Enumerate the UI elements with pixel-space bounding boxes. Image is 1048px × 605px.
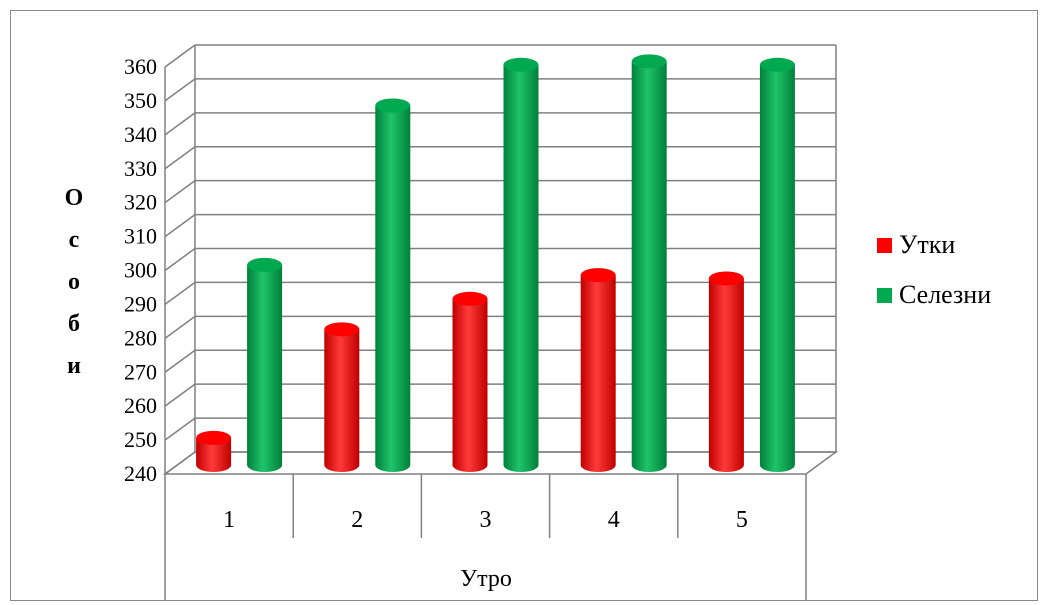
x-tick-label-1: 1 (223, 507, 235, 533)
legend-swatch-Утки (877, 238, 892, 253)
bar-body-Селезни-3 (503, 64, 539, 473)
side-gridline-340 (164, 112, 196, 136)
bar-Утки-3 (452, 291, 488, 472)
bar-body-Утки-5 (708, 278, 744, 472)
side-gridline-300 (164, 247, 196, 272)
bar-top-Селезни-4 (631, 54, 667, 69)
bar-Утки-5 (708, 271, 744, 472)
bar-Утки-1 (196, 430, 232, 472)
legend-label-Утки: Утки (899, 230, 955, 259)
bar-top-Утки-5 (708, 271, 744, 286)
bar-body-Утки-3 (452, 298, 488, 472)
side-gridline-260 (164, 383, 196, 407)
side-gridline-250 (164, 417, 196, 441)
bar-top-Утки-4 (580, 268, 616, 283)
y-tick-label-350: 350 (124, 88, 157, 113)
y-tick-label-300: 300 (124, 258, 157, 283)
chart-border (10, 10, 1038, 601)
y-tick-label-270: 270 (124, 359, 157, 384)
side-gridline-290 (164, 281, 196, 306)
y-axis-title-letter-0: О (65, 185, 84, 211)
x-tick-label-5: 5 (736, 507, 748, 533)
y-tick-label-360: 360 (124, 54, 157, 79)
bar-Утки-4 (580, 268, 616, 472)
bar-body-Селезни-5 (759, 64, 795, 473)
side-gridline-320 (164, 180, 196, 204)
bar-body-Утки-4 (580, 275, 616, 472)
bar-top-Утки-3 (452, 291, 488, 306)
bar-Селезни-3 (503, 57, 539, 473)
y-tick-label-340: 340 (124, 122, 157, 147)
bar-top-Селезни-1 (247, 257, 283, 272)
y-tick-label-310: 310 (124, 224, 157, 249)
chart-floor (162, 451, 839, 475)
y-tick-label-320: 320 (124, 190, 157, 215)
y-tick-label-290: 290 (124, 291, 157, 316)
bar-top-Селезни-3 (503, 57, 539, 72)
bar-Утки-2 (324, 322, 360, 472)
legend-label-Селезни: Селезни (899, 280, 991, 309)
bar-body-Селезни-4 (631, 61, 667, 473)
bar-Селезни-4 (631, 54, 667, 473)
y-tick-label-250: 250 (124, 427, 157, 452)
side-gridline-280 (164, 315, 196, 339)
x-tick-label-2: 2 (351, 507, 363, 533)
x-axis-title: Утро (460, 566, 512, 592)
side-gridline-270 (164, 349, 196, 373)
bar-body-Селезни-2 (375, 105, 411, 472)
legend-swatch-Селезни (877, 288, 892, 303)
y-tick-label-240: 240 (124, 461, 157, 486)
x-tick-label-4: 4 (608, 507, 620, 533)
bar-top-Селезни-2 (375, 98, 411, 113)
y-tick-label-280: 280 (124, 325, 157, 350)
bar-Селезни-1 (247, 257, 283, 472)
bar-top-Утки-2 (324, 322, 360, 337)
bar-top-Утки-1 (196, 430, 232, 445)
side-gridline-350 (164, 78, 196, 102)
bar-Селезни-2 (375, 98, 411, 472)
y-axis-title-letter-1: с (69, 227, 80, 253)
side-gridline-310 (164, 213, 196, 238)
y-axis-title-letter-3: б (68, 311, 80, 337)
y-axis-title-letter-4: и (67, 353, 81, 379)
bar-body-Селезни-1 (247, 264, 283, 472)
side-gridline-360 (164, 44, 196, 68)
y-tick-label-330: 330 (124, 156, 157, 181)
bar-Селезни-5 (759, 57, 795, 473)
y-tick-label-260: 260 (124, 393, 157, 418)
y-axis-title-letter-2: о (68, 269, 80, 295)
x-tick-label-3: 3 (480, 507, 492, 533)
bar-body-Утки-2 (324, 329, 360, 472)
side-gridline-330 (164, 146, 196, 170)
bar-top-Селезни-5 (759, 57, 795, 72)
bar-body-Утки-1 (196, 437, 232, 472)
